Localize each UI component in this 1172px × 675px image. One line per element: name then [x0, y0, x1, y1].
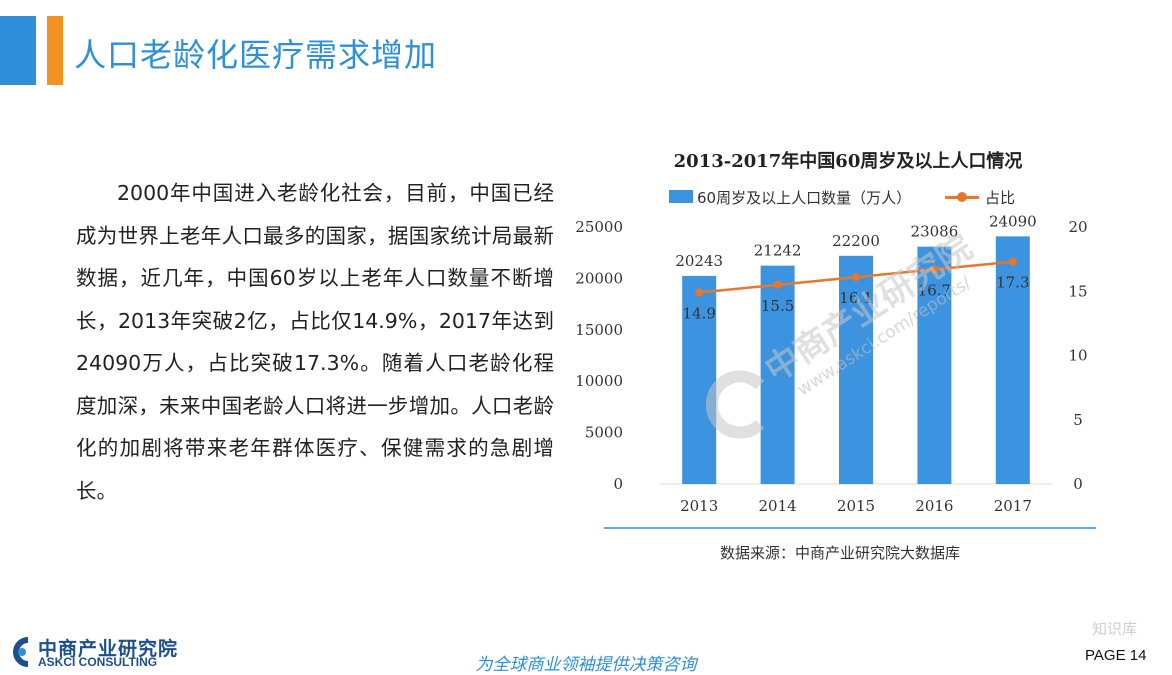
line-value-label: 16.1 — [839, 289, 872, 307]
bar-2017 — [995, 236, 1030, 484]
x-tick-label: 2014 — [759, 497, 797, 515]
title-accent-orange-bar — [47, 16, 63, 85]
proportion-point-2014 — [773, 280, 782, 289]
y-left-tick-label: 20000 — [575, 269, 623, 287]
logo-english-name: ASKCI CONSULTING — [38, 655, 158, 669]
wechat-watermark: 知识库 — [1092, 620, 1138, 638]
y-left-tick-label: 5000 — [585, 424, 623, 442]
x-tick-label: 2015 — [837, 497, 875, 515]
proportion-point-2017 — [1008, 257, 1017, 266]
legend-line-label: 占比 — [985, 189, 1016, 207]
logo-chinese-name: 中商产业研究院 — [38, 638, 179, 660]
y-left-tick-label: 25000 — [575, 218, 623, 236]
bar-value-label: 21242 — [754, 242, 802, 260]
legend-line-marker — [957, 192, 967, 202]
y-right-tick-label: 10 — [1068, 347, 1087, 365]
body-paragraph: 2000年中国进入老龄化社会，目前，中国已经成为世界上老年人口最多的国家，据国家… — [76, 181, 554, 503]
bar-2013 — [682, 275, 717, 484]
footer-slogan: 为全球商业领袖提供决策咨询 — [475, 655, 697, 675]
y-right-tick-label: 5 — [1073, 411, 1083, 429]
proportion-point-2016 — [930, 265, 939, 274]
chart-title: 2013-2017年中国60周岁及以上人口情况 — [673, 151, 1023, 172]
legend-bar-label: 60周岁及以上人口数量（万人） — [697, 189, 912, 207]
legend-bar-swatch — [669, 190, 693, 203]
x-tick-label: 2017 — [994, 497, 1032, 515]
y-right-tick-label: 20 — [1068, 218, 1087, 236]
x-tick-label: 2013 — [680, 497, 718, 515]
y-left-tick-label: 0 — [613, 475, 623, 493]
y-right-tick-label: 15 — [1068, 282, 1087, 300]
bar-2016 — [917, 246, 952, 484]
askci-logo-icon — [13, 637, 29, 667]
proportion-point-2015 — [852, 273, 860, 282]
chart-legend: 60周岁及以上人口数量（万人） 占比 — [0, 186, 1172, 208]
bar-value-label: 20243 — [675, 252, 723, 270]
line-value-label: 17.3 — [996, 274, 1029, 292]
line-value-label: 15.5 — [761, 297, 794, 315]
page-number: PAGE 14 — [1085, 647, 1147, 664]
title-accent-blue-bar — [0, 16, 36, 85]
line-value-label: 14.9 — [682, 305, 715, 323]
slide-title: 人口老龄化医疗需求增加 — [74, 36, 438, 74]
y-left-tick-label: 15000 — [575, 321, 623, 339]
watermark-logo-icon — [705, 370, 765, 439]
x-tick-label: 2016 — [915, 497, 953, 515]
data-source-note: 数据来源：中商产业研究院大数据库 — [720, 544, 961, 562]
line-value-label: 16.7 — [918, 281, 951, 299]
y-left-tick-label: 10000 — [575, 372, 623, 390]
proportion-point-2013 — [695, 288, 704, 297]
y-right-tick-label: 0 — [1073, 475, 1083, 493]
bar-2014 — [760, 265, 795, 484]
bar-value-label: 22200 — [832, 232, 880, 250]
bar-value-label: 24090 — [989, 212, 1037, 230]
bar-2015 — [839, 255, 873, 484]
bar-value-label: 23086 — [911, 223, 959, 241]
